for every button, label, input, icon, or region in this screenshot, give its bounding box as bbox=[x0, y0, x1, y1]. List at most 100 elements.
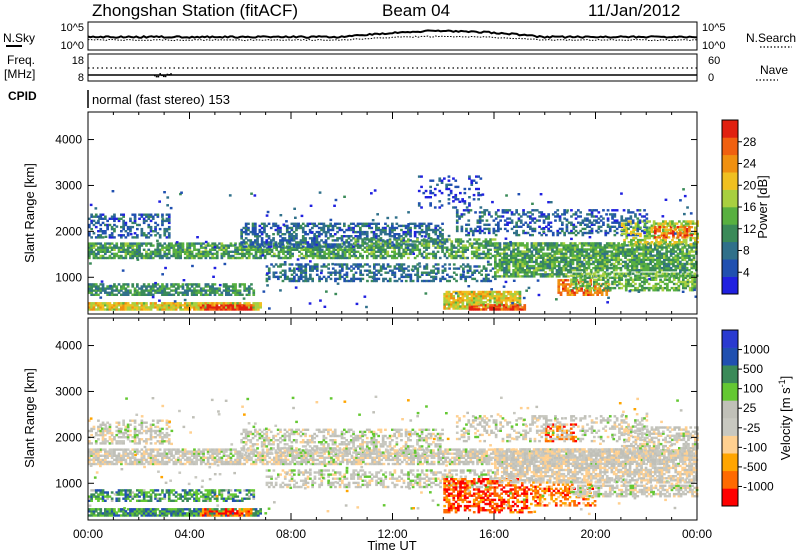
range-cell bbox=[448, 263, 451, 266]
range-cell bbox=[620, 228, 624, 231]
range-cell bbox=[206, 242, 210, 245]
range-cell bbox=[658, 258, 662, 262]
range-cell bbox=[354, 244, 358, 247]
range-cell bbox=[425, 252, 428, 256]
range-cell bbox=[489, 306, 492, 309]
range-cell bbox=[234, 246, 237, 249]
range-cell bbox=[338, 273, 342, 276]
range-cell bbox=[265, 243, 269, 246]
range-cell bbox=[272, 224, 275, 228]
range-cell bbox=[450, 250, 454, 253]
range-cell bbox=[92, 242, 96, 245]
range-cell bbox=[577, 274, 580, 277]
range-cell bbox=[332, 256, 336, 260]
range-cell bbox=[236, 248, 240, 251]
range-cell bbox=[377, 240, 380, 243]
range-cell bbox=[320, 254, 324, 258]
range-cell bbox=[313, 222, 316, 225]
range-cell bbox=[662, 220, 665, 223]
range-cell bbox=[325, 256, 329, 260]
range-cell bbox=[382, 265, 385, 268]
range-cell bbox=[679, 282, 683, 286]
range-cell bbox=[592, 256, 595, 259]
range-cell bbox=[416, 277, 420, 281]
range-cell bbox=[688, 269, 691, 272]
range-cell bbox=[581, 284, 585, 288]
range-cell bbox=[582, 291, 586, 294]
range-cell bbox=[598, 291, 602, 294]
range-cell bbox=[301, 241, 305, 244]
range-cell bbox=[167, 246, 171, 249]
range-cell bbox=[672, 256, 675, 259]
range-cell bbox=[537, 250, 541, 253]
range-cell bbox=[594, 248, 598, 251]
range-cell bbox=[447, 294, 451, 298]
range-cell bbox=[506, 221, 509, 224]
range-cell bbox=[637, 256, 641, 259]
range-cell bbox=[610, 246, 614, 249]
range-cell bbox=[306, 233, 310, 236]
range-cell bbox=[308, 245, 312, 248]
range-cell bbox=[510, 260, 513, 264]
range-cell bbox=[379, 269, 383, 272]
range-cell bbox=[188, 254, 192, 258]
range-cell bbox=[106, 306, 109, 309]
range-cell bbox=[668, 276, 671, 279]
range-cell bbox=[577, 272, 580, 275]
range-cell bbox=[628, 252, 632, 255]
range-cell bbox=[407, 265, 410, 268]
range-cell bbox=[663, 286, 667, 290]
range-cell bbox=[519, 258, 522, 262]
range-cell bbox=[388, 226, 392, 230]
range-cell bbox=[503, 256, 506, 259]
range-cell bbox=[418, 224, 422, 228]
range-cell bbox=[690, 264, 694, 268]
range-cell bbox=[163, 227, 167, 231]
range-cell bbox=[279, 245, 282, 248]
range-cell bbox=[346, 248, 349, 251]
range-cell bbox=[587, 256, 591, 259]
range-cell bbox=[388, 265, 392, 268]
range-cell bbox=[218, 242, 221, 245]
range-cell bbox=[676, 248, 680, 251]
range-cell bbox=[683, 254, 687, 257]
range-cell bbox=[308, 222, 312, 225]
range-cell bbox=[190, 242, 194, 245]
range-cell bbox=[692, 262, 696, 266]
range-cell bbox=[478, 217, 482, 220]
range-cell bbox=[372, 233, 376, 236]
range-cell bbox=[454, 299, 458, 302]
range-cell bbox=[147, 283, 151, 286]
range-cell bbox=[277, 242, 281, 245]
range-cell bbox=[172, 248, 176, 251]
range-cell bbox=[384, 228, 387, 232]
range-cell bbox=[514, 256, 518, 259]
range-cell bbox=[227, 304, 230, 307]
range-cell bbox=[331, 226, 335, 230]
range-cell bbox=[542, 260, 545, 264]
range-cell bbox=[681, 266, 684, 270]
range-cell bbox=[263, 228, 266, 232]
range-cell bbox=[596, 246, 600, 249]
range-cell bbox=[149, 234, 153, 237]
range-cell bbox=[468, 297, 472, 300]
range-cell bbox=[388, 279, 392, 283]
range-cell bbox=[147, 236, 151, 239]
range-cell bbox=[309, 273, 312, 276]
range-cell bbox=[646, 220, 649, 223]
range-cell bbox=[692, 258, 696, 262]
range-cell bbox=[507, 258, 511, 262]
range-cell bbox=[197, 304, 201, 307]
range-cell bbox=[585, 242, 588, 245]
range-cell bbox=[331, 239, 335, 242]
range-cell bbox=[660, 248, 664, 251]
range-cell bbox=[634, 276, 637, 279]
range-cell bbox=[213, 248, 217, 251]
range-cell bbox=[425, 265, 429, 268]
range-cell bbox=[183, 252, 187, 256]
range-cell bbox=[516, 264, 520, 268]
range-cell bbox=[578, 242, 582, 245]
range-cell bbox=[479, 297, 483, 300]
range-cell bbox=[292, 230, 296, 234]
range-cell bbox=[334, 263, 337, 266]
